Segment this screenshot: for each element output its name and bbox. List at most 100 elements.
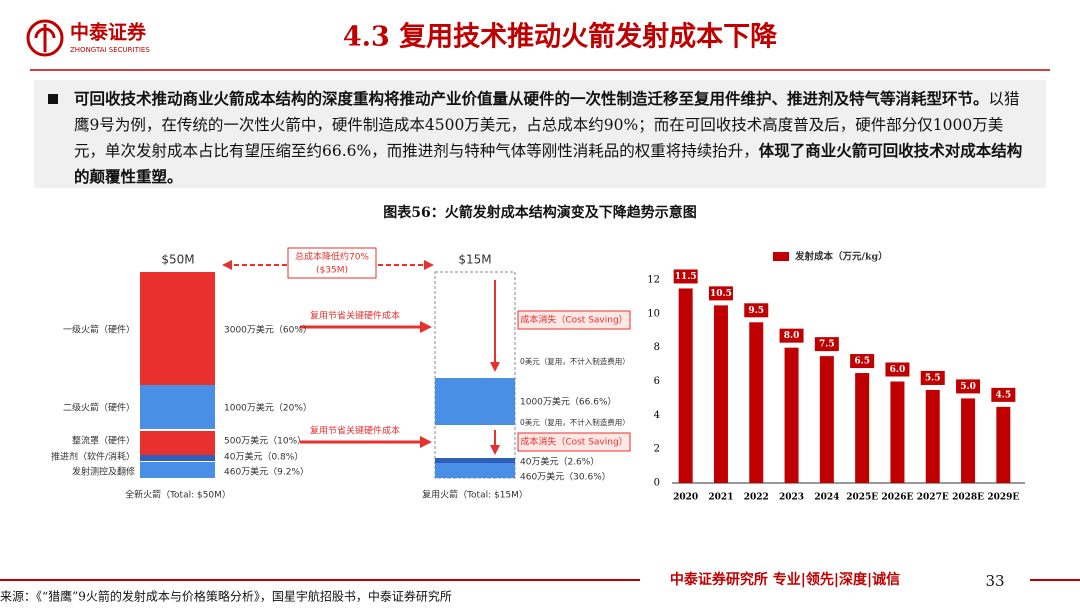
total-label: $50M xyxy=(161,253,194,267)
legend-swatch xyxy=(773,252,789,261)
label-box xyxy=(517,310,631,330)
y-tick-label: 8 xyxy=(654,342,660,353)
segment xyxy=(140,462,215,478)
footer-brand: 中泰证券研究所 专业|领先|深度|诚信 xyxy=(670,571,900,588)
value-label-box xyxy=(744,303,769,318)
segment-name: 二级火箭（硬件） xyxy=(63,402,135,414)
summary-paragraph: 可回收技术推动商业火箭成本结构的深度重构将推动产业价值量从硬件的一次性制造迁移至… xyxy=(34,80,1046,188)
x-tick-label: 2027E xyxy=(917,493,949,503)
value-label: 4.5 xyxy=(996,390,1012,400)
x-tick-label: 2028E xyxy=(952,493,984,503)
segment-name: 一级火箭（硬件） xyxy=(63,324,135,336)
segment-name: 发射测控及翻修 xyxy=(72,466,135,478)
segment-value: 0美元（复用，不计入制造费用） xyxy=(520,356,630,366)
cost-saving-label: 成本消失（Cost Saving） xyxy=(520,314,627,326)
logo-icon xyxy=(26,19,64,57)
total-label: $15M xyxy=(458,253,491,267)
paragraph-text: 以猎鹰9号为例，在传统的一次性火箭中，硬件制造成本4500万美元，占总成本约90… xyxy=(74,90,1020,160)
bar xyxy=(996,406,1011,483)
value-label-box xyxy=(814,337,839,352)
bar-caption: 全新火箭（Total: $50M） xyxy=(125,489,231,501)
saving-label: 总成本降低约70% xyxy=(295,251,369,263)
value-label-box xyxy=(779,328,804,343)
bar xyxy=(925,389,940,483)
x-tick-label: 2022 xyxy=(744,493,769,503)
bullet xyxy=(48,94,58,104)
bar xyxy=(749,322,764,483)
segment xyxy=(435,463,515,478)
arrow-head xyxy=(420,436,432,448)
cost-diagram xyxy=(140,247,631,479)
value-label: 5.0 xyxy=(960,382,976,392)
cost-saving-label: 成本消失（Cost Saving） xyxy=(520,436,627,448)
segment xyxy=(435,378,515,425)
segment-value: 40万美元（2.6%） xyxy=(520,456,599,468)
y-tick-label: 0 xyxy=(654,478,660,489)
value-label-box xyxy=(708,286,733,301)
y-tick-label: 2 xyxy=(654,444,660,455)
x-tick-label: 2020 xyxy=(673,493,698,503)
value-label: 11.5 xyxy=(675,272,697,282)
paragraph-text: 可回收技术推动商业火箭成本结构的深度重构将推动产业价值量从硬件的一次性制造迁移至… xyxy=(74,89,989,108)
segment xyxy=(140,385,215,429)
y-tick-label: 6 xyxy=(654,376,660,387)
saving-label: ($35M) xyxy=(316,266,348,276)
arrow-head xyxy=(490,445,500,455)
reuse-label: 复用节省关键硬件成本 xyxy=(310,310,400,322)
value-label: 7.5 xyxy=(819,340,835,350)
value-label-box xyxy=(885,362,910,377)
segment-value: 0美元（复用，不计入制造费用） xyxy=(520,417,630,427)
value-label-box xyxy=(920,370,945,385)
y-tick-label: 12 xyxy=(647,275,660,286)
value-label: 6.5 xyxy=(854,357,870,367)
arrow-head xyxy=(420,321,432,333)
x-tick-label: 2021 xyxy=(708,493,733,503)
paragraph-text: 体现了商业火箭可回收技术对成本结构的颠覆性重塑。 xyxy=(74,141,1023,186)
segment xyxy=(140,431,215,455)
segment-value: 1000万美元（20%） xyxy=(224,402,312,414)
value-label: 10.5 xyxy=(710,289,732,299)
bar-caption: 复用火箭（Total: $15M） xyxy=(422,489,528,501)
segment-value: 460万美元（9.2%） xyxy=(224,466,309,478)
bar xyxy=(855,373,870,483)
x-tick-label: 2026E xyxy=(881,493,913,503)
value-label-box xyxy=(956,379,981,394)
x-tick-label: 2024 xyxy=(814,493,839,503)
segment-value: 3000万美元（60%） xyxy=(224,324,312,336)
value-label-box xyxy=(673,269,698,284)
y-tick-label: 10 xyxy=(647,308,660,319)
source-note: 来源：《“猎鹰”9火箭的发射成本与价格策略分析》，国星宇航招股书，中泰证券研究所 xyxy=(0,589,452,604)
slide-title: 4.3 复用技术推动火箭发射成本下降 xyxy=(343,21,778,53)
value-label: 6.0 xyxy=(890,365,906,375)
value-label-box xyxy=(850,354,875,369)
segment xyxy=(140,455,215,461)
bar xyxy=(784,347,799,483)
label-box xyxy=(517,432,631,452)
label-box xyxy=(287,247,377,279)
value-label: 5.5 xyxy=(925,373,941,383)
figure-title: 图表56：火箭发射成本结构演变及下降趋势示意图 xyxy=(383,204,696,221)
value-label: 8.0 xyxy=(784,331,800,341)
segment-name: 推进剂（软件/消耗） xyxy=(51,451,135,463)
bar xyxy=(819,356,834,483)
segment-value: 500万美元（10%） xyxy=(224,435,306,447)
page-number: 33 xyxy=(985,572,1004,590)
x-tick-label: 2029E xyxy=(987,493,1019,503)
segment-value: 460万美元（30.6%） xyxy=(520,471,611,483)
logo-text: 中泰证券 xyxy=(70,21,147,44)
segment-value: 1000万美元（66.6%） xyxy=(520,396,617,408)
legend-label: 发射成本（万元/kg） xyxy=(794,251,888,263)
segment-name: 整流罩（硬件） xyxy=(72,435,135,447)
segment-value: 40万美元（0.8%） xyxy=(224,451,303,463)
x-tick-label: 2025E xyxy=(846,493,878,503)
logo-subtext: ZHONGTAI SECURITIES xyxy=(70,46,150,54)
x-tick-label: 2023 xyxy=(779,493,804,503)
arrow-head xyxy=(490,362,500,372)
y-tick-label: 4 xyxy=(654,410,660,421)
bar xyxy=(890,381,905,483)
bar xyxy=(678,288,693,483)
bar xyxy=(713,305,728,483)
value-label-box xyxy=(991,387,1016,402)
